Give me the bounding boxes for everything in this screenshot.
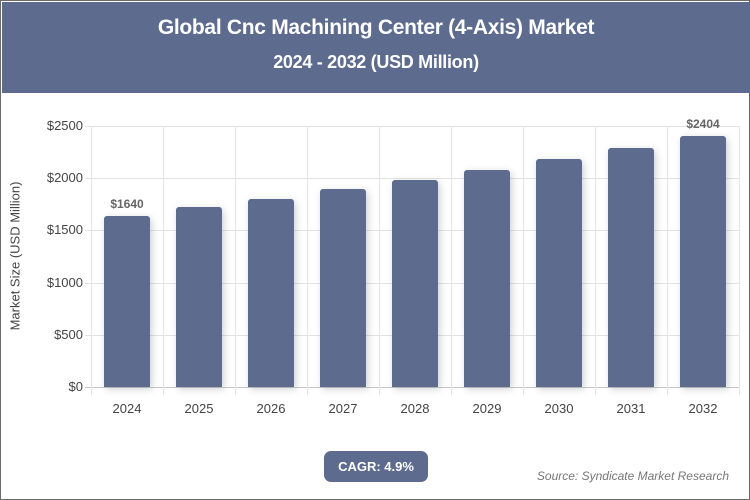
x-tick-label: 2024: [112, 401, 142, 416]
bar-2028: [392, 179, 438, 387]
y-tick-label: $2000: [46, 170, 83, 186]
chart-subtitle: 2024 - 2032 (USD Million): [273, 52, 479, 72]
y-tick-label: $1000: [46, 274, 83, 290]
gridline: [91, 126, 92, 395]
gridline: [235, 126, 236, 395]
y-tick-label: $500: [54, 326, 83, 342]
bar-2030: [536, 159, 582, 387]
bar-2027: [320, 189, 366, 387]
x-tick-label: 2030: [544, 401, 574, 416]
gridline: [379, 126, 380, 395]
y-tick-label: $2500: [46, 118, 83, 133]
gridline: [667, 126, 668, 395]
gridline: [523, 126, 524, 395]
y-axis-label: Market Size (USD Million): [7, 181, 23, 331]
data-label: $1640: [110, 196, 144, 211]
gridline: [163, 126, 164, 395]
x-tick-label: 2025: [184, 401, 214, 416]
cagr-badge: CAGR: 4.9%: [324, 451, 428, 482]
gridline: [595, 126, 596, 395]
chart-header: Global Cnc Machining Center (4-Axis) Mar…: [2, 2, 750, 93]
gridline: [739, 126, 740, 395]
x-tick-label: 2031: [616, 401, 646, 416]
bar-2031: [608, 147, 654, 387]
source-note: Source: Syndicate Market Research: [536, 469, 729, 483]
chart-title: Global Cnc Machining Center (4-Axis) Mar…: [157, 16, 595, 39]
gridline: [85, 178, 739, 180]
y-tick-label: $1500: [46, 222, 83, 238]
gridline: [451, 126, 452, 395]
bar-2029: [464, 169, 510, 387]
bar-2025: [176, 207, 222, 387]
x-tick-label: 2032: [688, 401, 718, 416]
plot-area: $1640 $2404: [85, 117, 740, 395]
gridline: [85, 387, 739, 388]
bar-2032: [680, 136, 726, 387]
gridline: [85, 126, 739, 127]
x-tick-label: 2028: [400, 401, 430, 416]
data-label: $2404: [686, 117, 720, 132]
y-tick-label: $0: [68, 379, 83, 394]
x-tick-label: 2027: [328, 401, 358, 416]
bar-2026: [248, 198, 294, 387]
gridline: [307, 126, 308, 395]
x-tick-label: 2029: [472, 401, 502, 416]
x-tick-label: 2026: [256, 401, 286, 416]
bar-2024: [104, 215, 150, 387]
